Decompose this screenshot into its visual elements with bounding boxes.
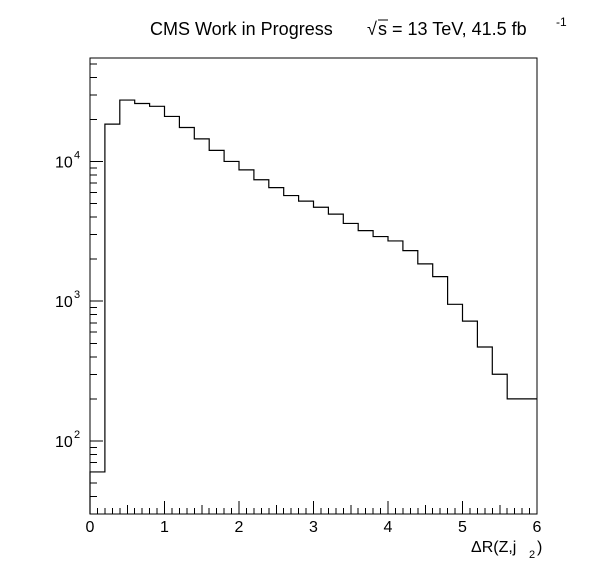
- y-tick-label-base: 10: [55, 294, 73, 311]
- histogram-bin: [209, 150, 224, 514]
- x-axis-label-close: ): [537, 539, 542, 556]
- histogram-bin: [105, 124, 120, 514]
- y-tick-label-exponent: 2: [74, 429, 80, 441]
- title-lumi-exponent: -1: [556, 15, 567, 29]
- histogram-bin: [388, 241, 403, 514]
- histogram-bin: [284, 196, 299, 514]
- histogram-bin: [224, 161, 239, 514]
- histogram-bin: [373, 237, 388, 514]
- histogram-bin: [358, 231, 373, 514]
- x-tick-label: 5: [458, 519, 467, 536]
- histogram-bin: [269, 188, 284, 514]
- x-axis-label: ΔR(Z,j 2 ): [471, 539, 542, 561]
- x-tick-label: 4: [384, 519, 393, 536]
- x-axis: 0 1 2 3 4 5 6: [86, 501, 542, 536]
- x-axis-label-main: ΔR(Z,j: [471, 539, 516, 556]
- histogram-bin: [507, 399, 522, 514]
- chart-title: CMS Work in Progress √ s = 13 TeV, 41.5 …: [150, 15, 567, 39]
- histogram-bin: [90, 472, 105, 514]
- x-tick-label: 2: [235, 519, 244, 536]
- x-tick-label: 0: [86, 519, 95, 536]
- x-axis-label-subscript: 2: [529, 549, 535, 561]
- y-tick-label-base: 10: [55, 154, 73, 171]
- title-sqrt-symbol: √: [367, 19, 377, 39]
- y-tick-label: 10 4: [55, 149, 80, 171]
- histogram-bin: [343, 223, 358, 514]
- histogram-bin: [522, 399, 537, 514]
- y-tick-label-base: 10: [55, 434, 73, 451]
- x-tick-label: 1: [160, 519, 169, 536]
- histogram-bin: [120, 100, 135, 514]
- histogram-outline: [89, 99, 537, 514]
- histogram-bin: [418, 264, 433, 514]
- histogram-bin: [254, 180, 269, 514]
- x-tick-label: 3: [309, 519, 318, 536]
- histogram-bin: [314, 207, 329, 514]
- histogram-bin: [194, 139, 209, 514]
- histogram-bin: [299, 201, 314, 514]
- histogram-bin: [135, 103, 150, 514]
- histogram-series: [89, 99, 537, 514]
- title-experiment: CMS Work in Progress: [150, 19, 333, 39]
- histogram-bin: [179, 127, 194, 514]
- histogram-bin: [433, 277, 448, 514]
- histogram-bin: [448, 304, 463, 514]
- x-tick-label: 6: [533, 519, 542, 536]
- y-tick-label: 10 2: [55, 429, 80, 451]
- histogram-bin: [403, 251, 418, 514]
- title-energy-lumi: s = 13 TeV, 41.5 fb: [378, 19, 527, 39]
- y-tick-label: 10 3: [55, 289, 80, 311]
- histogram-bin: [477, 347, 492, 514]
- histogram-bin: [239, 170, 254, 514]
- histogram-bin: [328, 214, 343, 514]
- histogram-bin: [165, 116, 180, 514]
- y-tick-label-exponent: 3: [74, 289, 80, 301]
- histogram-bin: [463, 321, 478, 514]
- histogram-bin: [150, 106, 165, 514]
- histogram-bin: [492, 374, 507, 514]
- y-tick-label-exponent: 4: [74, 149, 80, 161]
